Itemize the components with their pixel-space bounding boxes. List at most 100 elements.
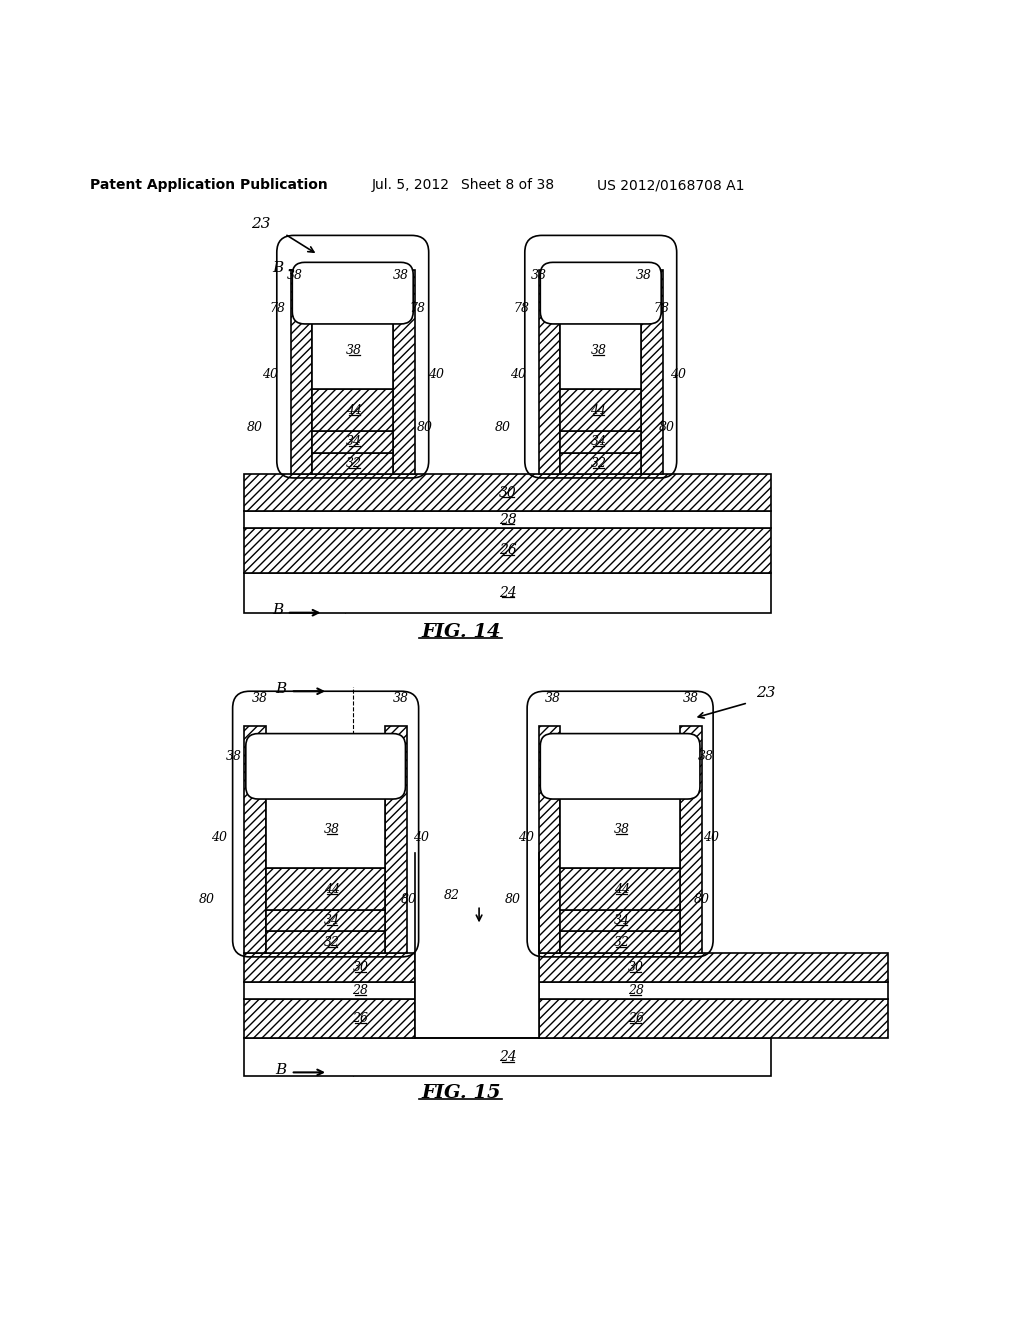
Bar xyxy=(245,573,771,612)
Text: 26: 26 xyxy=(352,1012,369,1026)
Text: 78: 78 xyxy=(653,302,670,315)
Text: 32: 32 xyxy=(591,457,606,470)
Bar xyxy=(266,932,385,953)
Bar xyxy=(560,453,641,474)
Bar xyxy=(312,432,393,453)
Text: 32: 32 xyxy=(346,457,362,470)
Bar xyxy=(560,932,680,953)
Text: 34: 34 xyxy=(613,915,630,927)
Text: 34: 34 xyxy=(591,436,606,449)
Text: 38: 38 xyxy=(697,750,714,763)
Text: 30: 30 xyxy=(352,961,369,974)
Bar xyxy=(245,1038,771,1076)
Text: 80: 80 xyxy=(495,421,510,434)
Text: 30: 30 xyxy=(628,961,644,974)
Text: 23: 23 xyxy=(756,685,775,700)
Text: 38: 38 xyxy=(226,750,242,763)
Text: B: B xyxy=(275,682,287,696)
Text: 28: 28 xyxy=(499,512,517,527)
Bar xyxy=(312,312,393,388)
FancyBboxPatch shape xyxy=(246,734,406,799)
Text: 34: 34 xyxy=(324,915,340,927)
Text: B: B xyxy=(275,1063,287,1077)
Text: 44: 44 xyxy=(613,883,630,896)
Text: 26: 26 xyxy=(499,544,517,557)
Bar xyxy=(539,982,888,999)
Bar xyxy=(385,726,407,953)
Bar xyxy=(245,999,415,1038)
Text: 38: 38 xyxy=(393,269,409,282)
Bar xyxy=(266,909,385,932)
Text: B: B xyxy=(271,603,283,618)
Bar xyxy=(245,726,266,953)
Text: 32: 32 xyxy=(324,936,340,949)
Text: 80: 80 xyxy=(400,892,417,906)
FancyBboxPatch shape xyxy=(541,263,662,323)
Text: 78: 78 xyxy=(269,302,286,315)
Text: 38: 38 xyxy=(545,693,561,705)
Bar xyxy=(312,388,393,430)
Bar xyxy=(312,453,393,474)
Bar xyxy=(539,953,888,982)
Text: 44: 44 xyxy=(346,404,362,417)
Text: 40: 40 xyxy=(262,367,278,380)
Bar xyxy=(245,953,415,982)
Bar xyxy=(560,432,641,453)
Text: 40: 40 xyxy=(428,367,444,380)
FancyBboxPatch shape xyxy=(541,734,700,799)
Text: 38: 38 xyxy=(635,269,651,282)
Bar xyxy=(266,791,385,867)
Text: 28: 28 xyxy=(352,985,369,998)
Text: Patent Application Publication: Patent Application Publication xyxy=(90,178,329,193)
Text: US 2012/0168708 A1: US 2012/0168708 A1 xyxy=(597,178,744,193)
Bar xyxy=(539,999,888,1038)
Bar xyxy=(680,726,701,953)
Text: 40: 40 xyxy=(510,367,526,380)
Text: B: B xyxy=(271,261,283,275)
Text: 78: 78 xyxy=(409,302,425,315)
Bar xyxy=(560,388,641,430)
Text: 38: 38 xyxy=(591,343,606,356)
Text: 38: 38 xyxy=(324,822,340,836)
Bar xyxy=(539,271,560,474)
Text: 78: 78 xyxy=(514,302,529,315)
Bar xyxy=(266,867,385,909)
Text: 40: 40 xyxy=(518,832,535,843)
Bar xyxy=(245,982,415,999)
Text: 44: 44 xyxy=(324,883,340,896)
Bar xyxy=(641,271,663,474)
Text: 30: 30 xyxy=(499,486,517,499)
Text: 38: 38 xyxy=(530,269,547,282)
Text: Jul. 5, 2012: Jul. 5, 2012 xyxy=(372,178,450,193)
Text: 80: 80 xyxy=(417,421,433,434)
Text: FIG. 15: FIG. 15 xyxy=(422,1084,501,1102)
Text: 80: 80 xyxy=(693,892,710,906)
Text: 38: 38 xyxy=(683,693,698,705)
Bar xyxy=(560,791,680,867)
Text: 24: 24 xyxy=(499,586,517,599)
Bar xyxy=(245,474,771,511)
Text: 80: 80 xyxy=(658,421,675,434)
Bar xyxy=(415,853,539,1038)
Text: 80: 80 xyxy=(199,892,215,906)
Text: 40: 40 xyxy=(413,832,429,843)
Text: 38: 38 xyxy=(346,343,362,356)
Bar xyxy=(291,271,312,474)
Text: 44: 44 xyxy=(591,404,606,417)
Text: 82: 82 xyxy=(443,890,460,902)
Bar xyxy=(245,528,771,573)
Text: 38: 38 xyxy=(613,822,630,836)
Bar xyxy=(560,312,641,388)
Text: 28: 28 xyxy=(628,985,644,998)
Text: 32: 32 xyxy=(613,936,630,949)
Text: 80: 80 xyxy=(247,421,262,434)
Bar xyxy=(560,867,680,909)
Text: 34: 34 xyxy=(346,436,362,449)
Bar xyxy=(245,511,771,528)
Text: 23: 23 xyxy=(252,216,271,231)
Text: Sheet 8 of 38: Sheet 8 of 38 xyxy=(461,178,554,193)
Text: 38: 38 xyxy=(393,693,409,705)
Text: 40: 40 xyxy=(211,832,227,843)
Text: 26: 26 xyxy=(628,1012,644,1026)
Bar xyxy=(539,726,560,953)
